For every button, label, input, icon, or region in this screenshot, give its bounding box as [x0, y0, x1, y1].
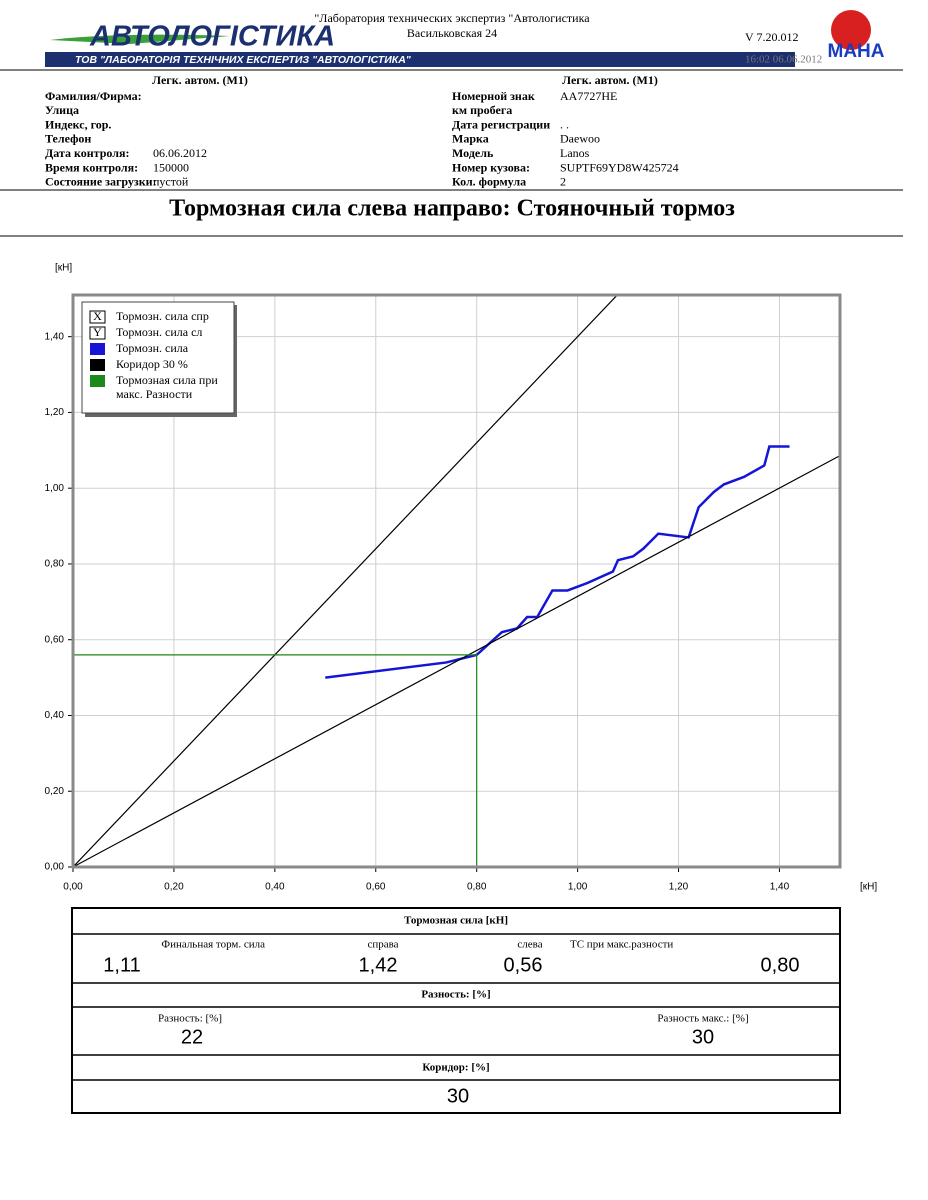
info-label: Фамилия/Фирма: — [45, 89, 142, 103]
info-value: . . — [560, 117, 569, 131]
legend-label: Тормозн. сила — [116, 341, 189, 355]
info-value: Daewoo — [560, 132, 600, 146]
banner — [45, 52, 795, 67]
result-value: 0,80 — [761, 954, 800, 976]
info-label: Время контроля: — [45, 160, 138, 174]
info-label: Кол. формула — [452, 175, 526, 189]
y-tick-label: 0,00 — [45, 862, 65, 873]
legend-symbol-text: Y — [93, 325, 102, 339]
info-label: Дата регистрации — [452, 117, 550, 131]
info-label: Состояние загрузки: — [45, 175, 157, 189]
result-label: Разность макс.: [%] — [657, 1013, 748, 1025]
info-value: 2 — [560, 175, 566, 189]
result-label: Разность: [%] — [158, 1013, 222, 1025]
lab-name: "Лаборатория технических экспертиз "Авто… — [314, 11, 590, 25]
timestamp: 16:02 06.06.2012 — [745, 54, 822, 66]
info-value: 06.06.2012 — [153, 146, 207, 160]
y-tick-label: 1,40 — [45, 331, 65, 342]
info-label: Улица — [45, 103, 79, 117]
version: V 7.20.012 — [745, 30, 798, 44]
legend-swatch — [90, 343, 105, 355]
info-value: SUPTF69YD8W425724 — [560, 160, 679, 174]
x-tick-label: 0,80 — [467, 882, 487, 893]
logo: АВТОЛОГІСТИКА — [89, 21, 335, 53]
x-tick-label: 0,40 — [265, 882, 285, 893]
logo-swoosh — [50, 34, 230, 44]
info-label: Номер кузова: — [452, 160, 530, 174]
y-tick-label: 0,20 — [45, 786, 65, 797]
result-value: 1,42 — [359, 954, 398, 976]
y-tick-label: 1,20 — [45, 407, 65, 418]
section-title: Тормозная сила [кН] — [404, 915, 508, 927]
result-label: справа — [367, 939, 398, 951]
legend-swatch — [90, 375, 105, 387]
series-line — [325, 445, 790, 679]
y-tick-label: 1,00 — [45, 483, 65, 494]
banner-text: ТОВ "ЛАБОРАТОРІЯ ТЕХНІЧНИХ ЕКСПЕРТИЗ "АВ… — [75, 54, 412, 66]
x-tick-label: 1,40 — [770, 882, 790, 893]
info-value: 150000 — [153, 160, 189, 174]
legend-label: Коридор 30 % — [116, 357, 188, 371]
result-label: слева — [517, 939, 542, 951]
series-line — [73, 654, 478, 867]
info-heading: Легк. автом. (M1) — [562, 73, 658, 87]
legend — [81, 301, 235, 414]
result-value: 1,11 — [103, 954, 140, 976]
y-tick-label: 0,60 — [45, 634, 65, 645]
lab-address: Васильковская 24 — [407, 26, 497, 40]
info-label: Номерной знак — [452, 89, 535, 103]
legend-label: Тормозн. сила сл — [116, 325, 202, 339]
x-tick-label: 1,20 — [669, 882, 689, 893]
legend-label: Тормозн. сила спр — [116, 309, 209, 323]
info-label: Марка — [452, 132, 489, 146]
series-line — [73, 295, 619, 867]
info-value: пустой — [153, 175, 189, 189]
legend-label: Тормозная сила при макс. Разности — [116, 373, 218, 401]
report-title: Тормозная сила слева направо: Стояночный… — [169, 196, 735, 222]
x-tick-label: 0,60 — [366, 882, 386, 893]
plot-frame — [71, 293, 842, 869]
y-unit: [кН] — [55, 263, 72, 274]
x-tick-label: 1,00 — [568, 882, 588, 893]
info-value: AA7727HE — [560, 89, 617, 103]
info-value: Lanos — [560, 146, 590, 160]
legend-symbol — [89, 326, 106, 340]
legend-line: Тормозная сила при — [116, 373, 218, 387]
series-line — [73, 455, 840, 867]
x-unit: [кН] — [860, 882, 877, 893]
x-tick-label: 0,20 — [164, 882, 184, 893]
info-label: Модель — [452, 146, 494, 160]
legend-symbol — [89, 310, 106, 324]
legend-swatch — [90, 359, 105, 371]
result-label: Финальная торм. сила — [161, 939, 265, 951]
result-value: 30 — [447, 1085, 469, 1107]
legend-line: макс. Разности — [116, 387, 193, 401]
info-label: Телефон — [45, 132, 91, 146]
info-label: Индекс, гор. — [45, 117, 111, 131]
x-tick-label: 0,00 — [63, 882, 83, 893]
brand: MAHA — [828, 41, 885, 62]
results-table — [71, 907, 841, 1114]
result-value: 0,56 — [504, 954, 543, 976]
result-value: 30 — [692, 1026, 714, 1048]
y-tick-label: 0,40 — [45, 710, 65, 721]
result-label: ТС при макс.разности — [570, 939, 673, 951]
info-heading: Легк. автом. (M1) — [152, 73, 248, 87]
y-tick-label: 0,80 — [45, 559, 65, 570]
legend-symbol-text: X — [93, 309, 102, 323]
info-label: км пробега — [452, 103, 512, 117]
section-title: Разность: [%] — [421, 989, 490, 1001]
info-label: Дата контроля: — [45, 146, 129, 160]
section-title: Коридор: [%] — [422, 1062, 489, 1074]
brand-seal — [831, 10, 871, 50]
result-value: 22 — [181, 1026, 203, 1048]
